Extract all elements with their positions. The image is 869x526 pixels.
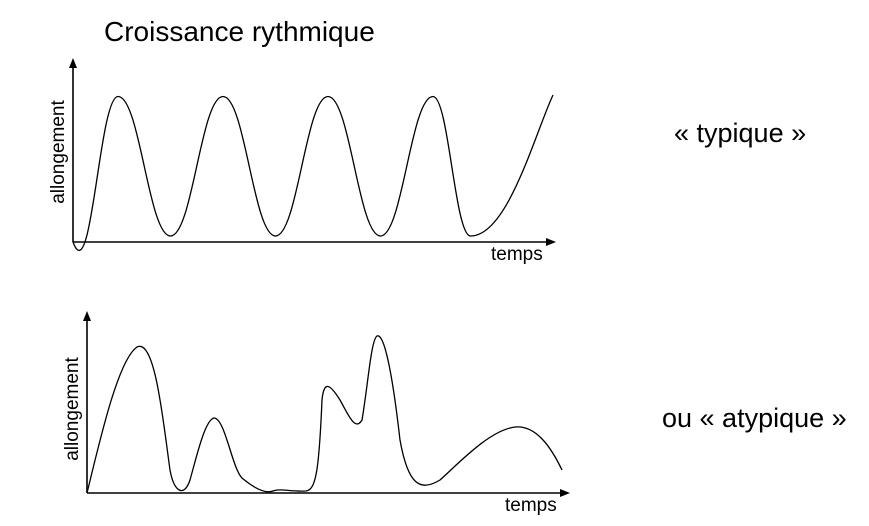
top-x-arrow [546,238,556,246]
bottom-x-label: temps [505,495,557,516]
typical-label: « typique » [674,118,807,148]
top-chart: temps allongement [48,58,556,265]
bottom-y-label: allongement [62,357,83,461]
top-y-label: allongement [48,100,69,204]
atypical-label: ou « atypique » [662,403,847,433]
bottom-y-arrow [83,311,91,321]
bottom-x-arrow [560,489,570,497]
top-series-line [72,94,554,252]
top-y-arrow [69,58,77,68]
page-title: Croissance rythmique [104,16,375,47]
bottom-chart: temps allongement [62,311,570,516]
top-x-label: temps [491,244,543,265]
bottom-series-line [86,335,563,494]
